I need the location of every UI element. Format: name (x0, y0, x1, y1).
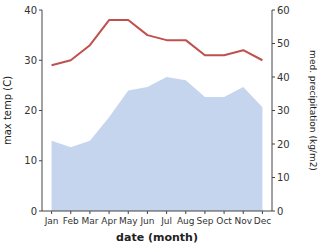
y-tick (39, 211, 42, 212)
y2-tick-label: 20 (277, 139, 290, 150)
x-tick-label: Mar (81, 216, 98, 226)
chart: Jan FebMarAprMayJun Jul AugSepOctNovDec 0 10 2… (0, 0, 318, 247)
y2-tick (272, 43, 275, 44)
x-tick (89, 211, 90, 214)
x-tick-label: Aug (177, 216, 195, 226)
x-tick (109, 211, 110, 214)
x-tick-label: Oct (216, 216, 232, 226)
x-tick (128, 211, 129, 214)
y-tick-label: 0 (31, 206, 37, 217)
x-tick (166, 211, 167, 214)
y2-tick (272, 77, 275, 78)
y2-tick (272, 110, 275, 111)
x-tick (147, 211, 148, 214)
x-tick-label: Jan (44, 216, 59, 226)
y-tick (39, 110, 42, 111)
x-tick-label: Nov (234, 216, 252, 226)
y2-tick (272, 177, 275, 178)
x-tick (243, 211, 244, 214)
y-tick (39, 60, 42, 61)
y-axis-label: max temp (C) (2, 76, 13, 145)
y2-tick-label: 50 (277, 38, 290, 49)
y2-tick-label: 30 (277, 105, 290, 116)
y2-tick-label: 10 (277, 172, 290, 183)
x-tick-label: Dec (254, 216, 271, 226)
x-tick-label: Sep (196, 216, 213, 226)
x-tick-label: Apr (101, 216, 117, 226)
x-axis-line (42, 211, 272, 212)
y-tick-label: 30 (24, 55, 37, 66)
x-tick (262, 211, 263, 214)
y2-tick (272, 211, 275, 212)
line (52, 20, 263, 65)
y-tick-label: 40 (24, 5, 37, 16)
x-tick-label: Feb (63, 216, 79, 226)
y-tick-label: 20 (24, 105, 37, 116)
x-tick (185, 211, 186, 214)
x-tick (70, 211, 71, 214)
x-tick (51, 211, 52, 214)
y2-tick-label: 40 (277, 72, 290, 83)
plot-area (52, 20, 263, 211)
y-tick (39, 160, 42, 161)
y2-tick-label: 0 (277, 206, 283, 217)
x-tick (204, 211, 205, 214)
x-tick-label: May (119, 216, 138, 226)
y2-tick (272, 10, 275, 11)
x-axis-label: date (month) (116, 231, 198, 244)
area (52, 77, 263, 211)
x-tick-label: Jun (139, 216, 154, 226)
y2-tick (272, 144, 275, 145)
y2-tick-label: 60 (277, 5, 290, 16)
y-tick (39, 10, 42, 11)
y2-axis-label: med. precipitation (kg/m2) (308, 50, 318, 171)
x-tick-label: Jul (160, 216, 172, 226)
x-tick (224, 211, 225, 214)
y-tick-label: 10 (24, 155, 37, 166)
